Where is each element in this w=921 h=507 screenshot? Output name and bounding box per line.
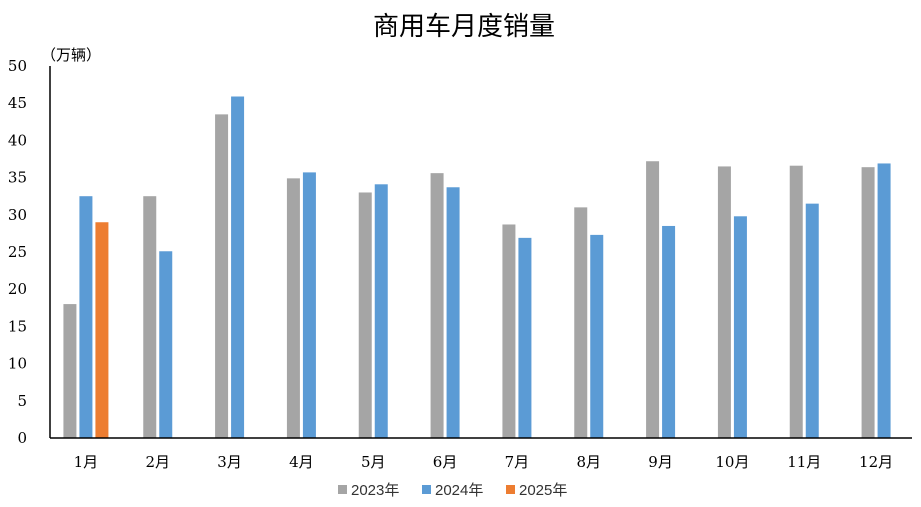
bar-2024年-10月 <box>733 216 747 438</box>
bar-2024年-7月 <box>518 237 532 438</box>
bar-2024年-9月 <box>662 225 676 438</box>
x-tick-label: 4月 <box>289 453 314 471</box>
legend: 2023年 2024年 2025年 <box>338 482 567 499</box>
bar-2023年-5月 <box>358 192 372 438</box>
bar-2024年-5月 <box>374 184 388 438</box>
x-tick-label: 1月 <box>74 453 99 471</box>
y-tick-label: 40 <box>8 131 27 149</box>
legend-swatch <box>422 485 431 494</box>
bar-2024年-4月 <box>302 172 316 438</box>
y-tick-label: 20 <box>8 280 27 298</box>
bar-2024年-8月 <box>590 234 604 438</box>
legend-label: 2023年 <box>351 482 399 499</box>
legend-swatch <box>338 485 347 494</box>
y-tick-label: 50 <box>8 57 27 75</box>
chart-title: 商用车月度销量 <box>373 12 555 42</box>
x-tick-label: 10月 <box>715 453 749 471</box>
y-axis-unit-label: （万辆） <box>41 46 101 64</box>
y-tick-label: 0 <box>17 429 27 447</box>
x-tick-label: 5月 <box>361 453 386 471</box>
x-tick-label: 9月 <box>648 453 673 471</box>
x-tick-label: 3月 <box>217 453 242 471</box>
legend-label: 2025年 <box>519 482 567 499</box>
bar-2024年-11月 <box>805 203 819 438</box>
y-tick-label: 45 <box>8 94 27 112</box>
bar-2023年-2月 <box>143 196 157 438</box>
bar-2023年-1月 <box>63 304 77 438</box>
bar-2024年-1月 <box>79 196 93 438</box>
x-tick-label: 7月 <box>505 453 530 471</box>
y-tick-label: 30 <box>8 206 27 224</box>
bar-2023年-7月 <box>502 224 516 438</box>
x-tick-label: 6月 <box>433 453 458 471</box>
bars-group <box>63 96 891 439</box>
bar-2023年-11月 <box>789 165 803 438</box>
bar-2023年-10月 <box>717 166 731 438</box>
bar-2023年-12月 <box>861 167 875 438</box>
y-tick-label: 35 <box>8 169 27 187</box>
y-axis: 0 5 10 15 20 25 30 35 40 45 50 <box>8 57 27 447</box>
bar-2023年-3月 <box>215 114 229 439</box>
bar-2023年-8月 <box>574 207 588 438</box>
bar-2023年-6月 <box>430 173 444 438</box>
legend-swatch <box>506 485 515 494</box>
bar-2025年-1月 <box>95 222 109 438</box>
y-tick-label: 15 <box>8 317 27 335</box>
bar-2023年-9月 <box>646 161 660 439</box>
y-tick-label: 5 <box>17 392 27 410</box>
y-tick-label: 25 <box>8 243 27 261</box>
y-tick-label: 10 <box>8 355 27 373</box>
x-tick-label: 8月 <box>576 453 601 471</box>
x-axis: 1月 2月 3月 4月 5月 6月 7月 8月 9月 10月 11月 12月 <box>74 453 893 471</box>
bar-2024年-12月 <box>877 163 891 438</box>
x-tick-label: 11月 <box>787 453 821 471</box>
x-tick-label: 12月 <box>859 453 893 471</box>
bar-2024年-3月 <box>231 96 245 438</box>
x-tick-label: 2月 <box>145 453 170 471</box>
legend-label: 2024年 <box>435 482 483 499</box>
bar-2024年-6月 <box>446 187 460 438</box>
bar-2024年-2月 <box>159 251 173 438</box>
bar-2023年-4月 <box>286 178 300 438</box>
